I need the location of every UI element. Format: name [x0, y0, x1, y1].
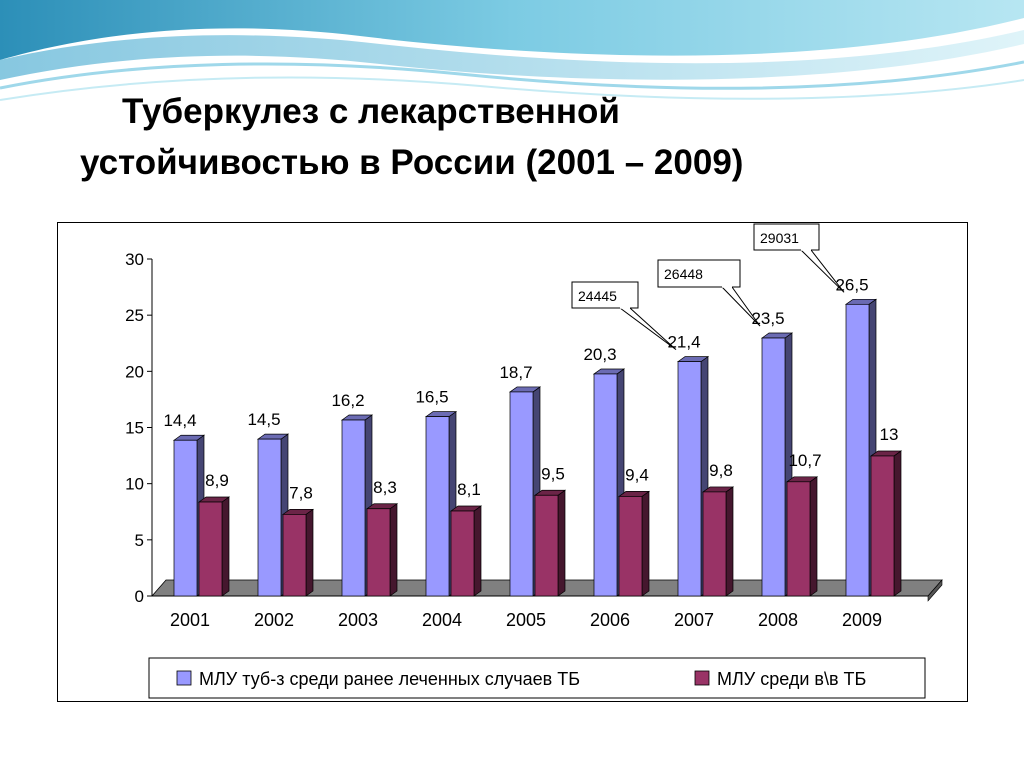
bar-series1 — [425, 416, 450, 597]
legend-swatch-series1 — [176, 670, 192, 686]
bar-series1 — [845, 303, 870, 597]
data-label: 7,8 — [289, 483, 313, 502]
bar-side-series2 — [221, 496, 230, 597]
data-label: 16,5 — [415, 388, 448, 407]
y-tick-label: 25 — [125, 306, 144, 325]
bar-series1 — [677, 361, 702, 597]
bar-side-series2 — [641, 490, 650, 597]
data-label: 8,1 — [457, 480, 481, 499]
data-label: 16,2 — [331, 391, 364, 410]
y-tick-label: 20 — [125, 362, 144, 381]
decorative-wave-header — [0, 0, 1024, 101]
x-tick-label: 2001 — [170, 610, 210, 630]
y-tick-label: 10 — [125, 475, 144, 494]
bar-series1 — [761, 337, 786, 597]
callout-pointer — [618, 307, 677, 351]
bar-series1 — [509, 391, 534, 597]
page-title-line-1: Туберкулез с лекарственной — [122, 92, 620, 131]
y-tick-label: 30 — [125, 250, 144, 269]
x-tick-label: 2006 — [590, 610, 630, 630]
x-tick-label: 2007 — [674, 610, 714, 630]
bar-side-series2 — [305, 508, 314, 597]
bar-series2 — [366, 508, 391, 597]
bar-series2 — [198, 501, 223, 597]
bar-series2 — [534, 494, 559, 597]
chart-frame: 0 5 10 15 20 25 30 14,4 8,9 2001 14,5 7,8 2002 16,2 8,… — [57, 222, 968, 702]
bar-series1 — [257, 438, 282, 597]
legend-label-series1: МЛУ туб-з среди ранее леченных случаев Т… — [199, 669, 580, 689]
bar-side-series2 — [473, 505, 482, 597]
bar-series1 — [173, 439, 198, 597]
bar-chart: 0 5 10 15 20 25 30 14,4 8,9 2001 14,5 7,8 2002 16,2 8,… — [125, 223, 943, 699]
bar-series2 — [702, 491, 727, 597]
data-label: 18,7 — [499, 363, 532, 382]
bar-series2 — [450, 510, 475, 597]
data-label: 8,3 — [373, 478, 397, 497]
bar-series2 — [870, 455, 895, 597]
callout-pointer — [799, 249, 845, 293]
callout-label: 24445 — [578, 288, 617, 304]
bar-side-series2 — [389, 503, 398, 597]
data-label: 8,9 — [205, 471, 229, 490]
bar-side-series2 — [809, 476, 818, 597]
legend-box — [148, 657, 926, 699]
x-tick-label: 2002 — [254, 610, 294, 630]
callout-box — [657, 259, 741, 288]
data-label: 14,4 — [163, 411, 196, 430]
bar-series1 — [341, 419, 366, 597]
bar-series2 — [786, 481, 811, 597]
page-title-line-2: устойчивостью в России (2001 – 2009) — [80, 143, 744, 182]
callout-label: 26448 — [664, 266, 703, 282]
x-tick-label: 2004 — [422, 610, 462, 630]
chart-floor-side — [927, 579, 943, 602]
data-label: 9,4 — [625, 465, 649, 484]
x-tick-label: 2003 — [338, 610, 378, 630]
legend-label-series2: МЛУ среди в\в ТБ — [717, 669, 866, 689]
bar-side-series2 — [725, 486, 734, 597]
y-tick-label: 15 — [125, 419, 144, 438]
bar-series2 — [282, 514, 307, 597]
y-tick-label: 0 — [135, 587, 144, 606]
x-tick-label: 2009 — [842, 610, 882, 630]
bar-series2 — [618, 496, 643, 597]
data-label: 10,7 — [788, 451, 821, 470]
bar-side-series2 — [557, 489, 566, 597]
bar-series1 — [593, 373, 618, 597]
data-label: 9,8 — [709, 461, 733, 480]
y-tick-label: 5 — [135, 531, 144, 550]
data-label: 9,5 — [541, 464, 565, 483]
data-label: 26,5 — [835, 275, 868, 294]
data-label: 13 — [880, 425, 899, 444]
x-tick-label: 2005 — [506, 610, 546, 630]
callout-box — [571, 281, 639, 309]
callout-box — [753, 223, 820, 251]
callout-label: 29031 — [760, 230, 799, 246]
data-label: 21,4 — [667, 333, 700, 352]
data-label: 14,5 — [247, 410, 280, 429]
x-tick-label: 2008 — [758, 610, 798, 630]
callout-pointer — [720, 286, 761, 327]
bar-side-series2 — [893, 450, 902, 597]
legend-swatch-series2 — [694, 670, 710, 686]
data-label: 20,3 — [583, 345, 616, 364]
data-label: 23,5 — [751, 309, 784, 328]
